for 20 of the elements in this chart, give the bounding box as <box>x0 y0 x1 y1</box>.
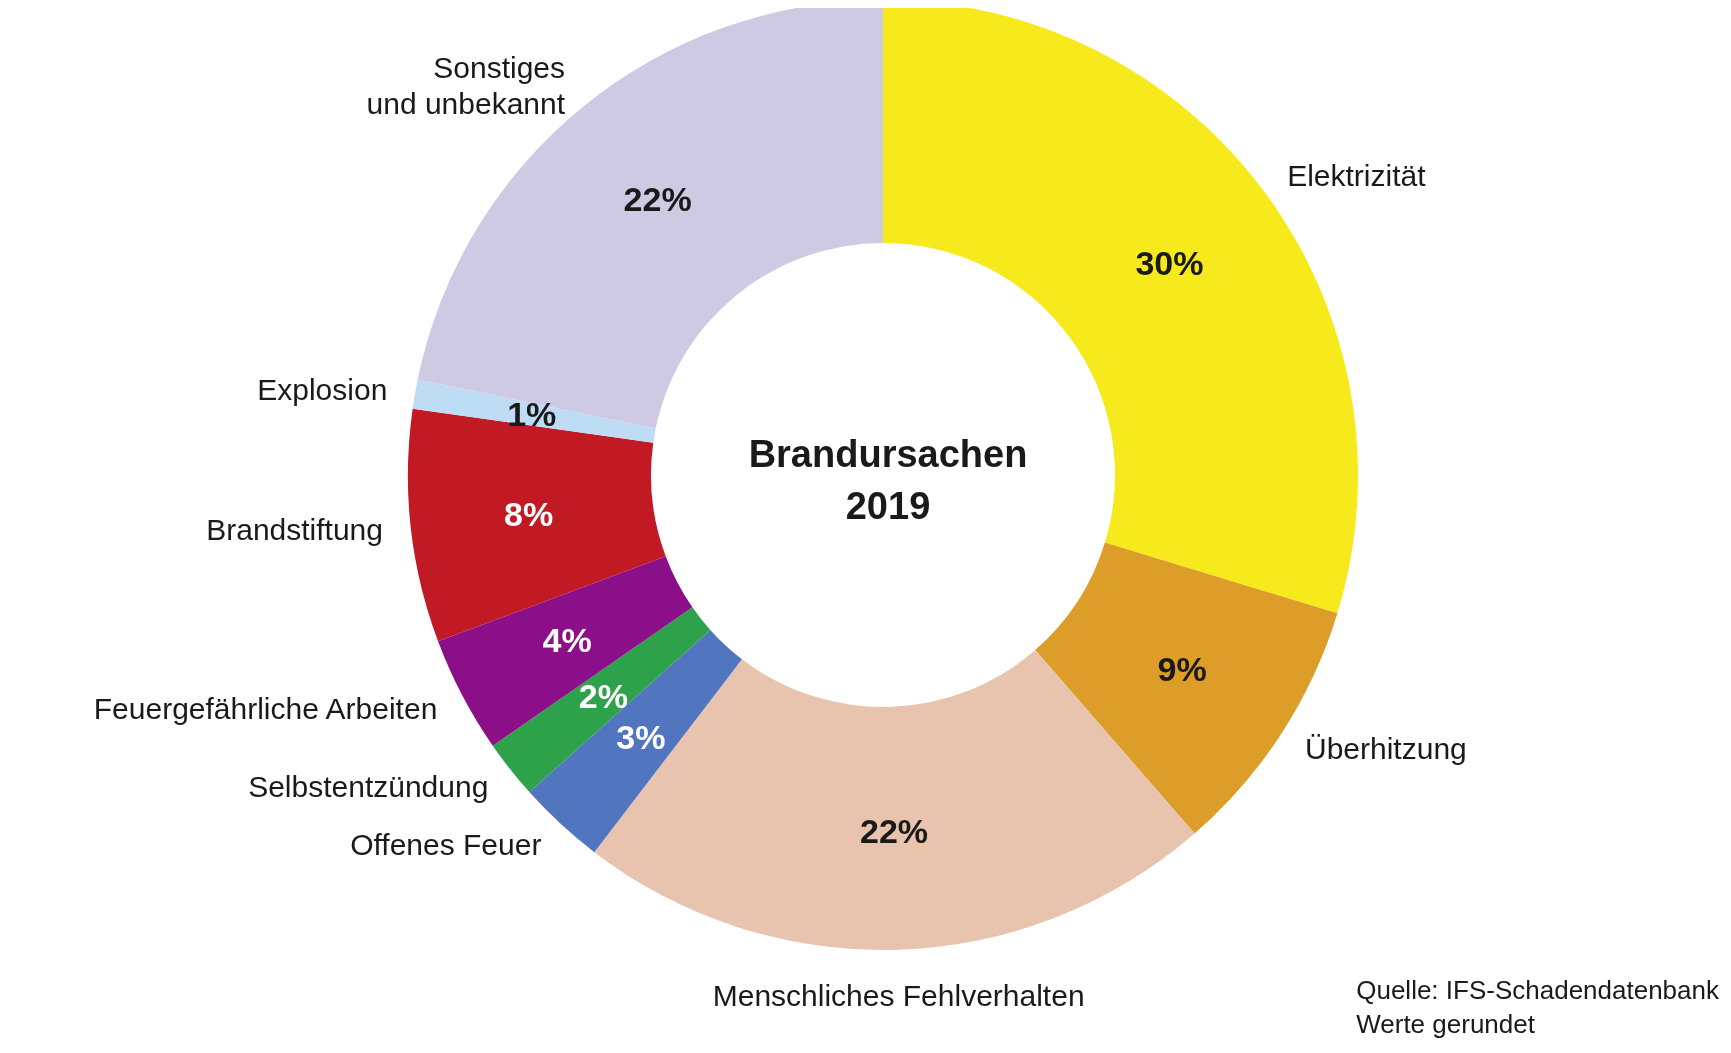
source-note: Quelle: IFS-Schadendatenbank Werte gerundet <box>1356 975 1720 1039</box>
data-label: 1% <box>507 395 557 434</box>
slice-label: Brandstiftung <box>206 513 383 547</box>
text: Brandursachen 2019 <box>748 433 1028 527</box>
slice-label: Elektrizität <box>1287 159 1427 193</box>
slice-label: Überhitzung <box>1304 732 1467 766</box>
slice-label: Explosion <box>257 372 388 406</box>
data-label: 22% <box>623 179 692 218</box>
data-label: 30% <box>1135 243 1204 282</box>
data-label: 22% <box>860 812 929 851</box>
data-label: 8% <box>504 494 554 533</box>
data-label: 2% <box>578 677 628 716</box>
slice-label: Offenes Feuer <box>350 827 542 861</box>
data-label: 4% <box>542 621 592 660</box>
data-label: 3% <box>616 717 666 756</box>
slice-label: Menschliches Fehlverhalten <box>712 979 1085 1013</box>
data-label: 9% <box>1157 650 1207 689</box>
slice-label: Feuergefährliche Arbeiten <box>93 691 438 725</box>
slice-label: Sonstiges und unbekannt <box>366 50 566 120</box>
slice-label: Selbstentzündung <box>248 770 489 804</box>
